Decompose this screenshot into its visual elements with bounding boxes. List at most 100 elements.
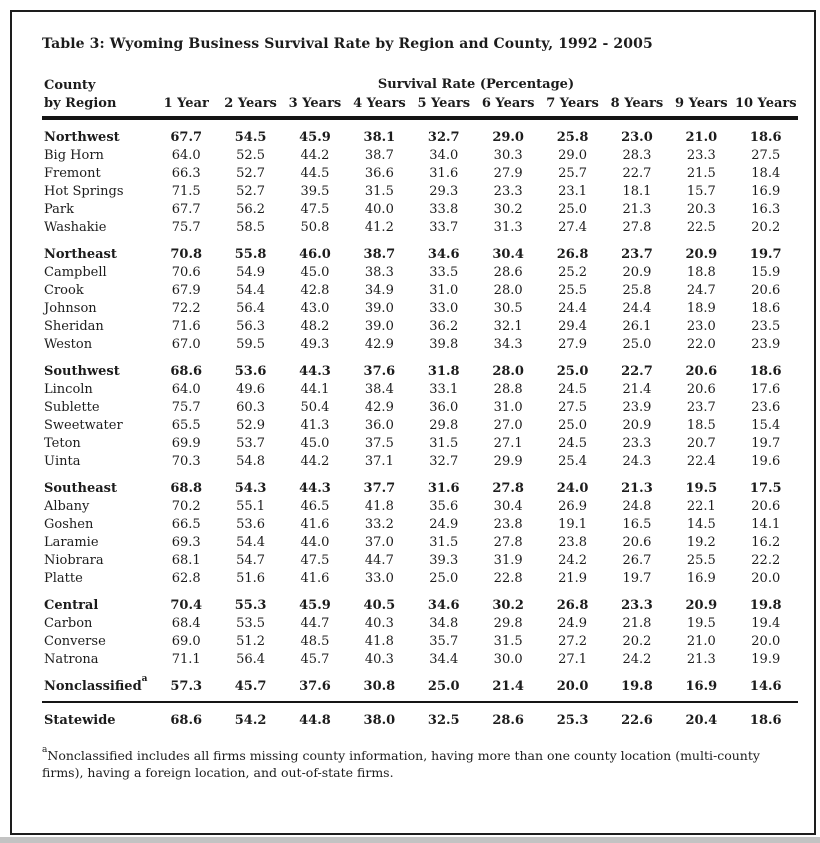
value-cell: 44.2 [300, 454, 330, 469]
value-cell: 20.2 [622, 634, 652, 649]
county-label: Goshen [44, 517, 94, 532]
region-label: Northeast [44, 247, 117, 262]
value-cell: 18.8 [686, 265, 716, 280]
value-cell: 22.7 [621, 364, 653, 379]
value-cell: 19.7 [749, 247, 782, 262]
value-cell: 44.5 [300, 166, 330, 181]
value-cell: 70.8 [170, 247, 203, 262]
value-cell: 19.5 [686, 616, 716, 631]
group-gap [42, 237, 798, 246]
value-cell: 31.6 [429, 166, 459, 181]
value-cell: 23.3 [622, 436, 652, 451]
value-cell: 26.9 [558, 499, 588, 514]
value-cell: 25.4 [558, 454, 588, 469]
county-row: Converse 69.0 51.2 48.5 41.8 35.7 31.5 27.2 20.2… [42, 633, 798, 651]
value-cell: 21.4 [622, 382, 652, 397]
value-cell: 15.4 [751, 418, 781, 433]
value-cell: 44.3 [299, 364, 331, 379]
value-cell: 23.0 [686, 319, 716, 334]
county-label: Washakie [44, 220, 107, 235]
value-cell: 34.4 [429, 652, 459, 667]
value-cell: 34.0 [429, 148, 459, 163]
value-cell: 14.5 [686, 517, 716, 532]
value-cell: 71.6 [171, 319, 201, 334]
value-cell: 20.0 [751, 634, 781, 649]
value-cell: 62.8 [171, 571, 201, 586]
value-cell: 25.2 [558, 265, 588, 280]
value-cell: 31.5 [429, 436, 459, 451]
year-header: 5 Years [411, 95, 476, 120]
county-row: Niobrara 68.1 54.7 47.5 44.7 39.3 31.9 24.2 26.7… [42, 552, 798, 570]
value-cell: 26.7 [622, 553, 652, 568]
value-cell: 19.8 [604, 678, 670, 703]
value-cell: 44.1 [300, 382, 330, 397]
value-cell: 44.8 [299, 713, 331, 728]
county-label: Sublette [44, 400, 100, 415]
value-cell: 44.0 [300, 535, 330, 550]
value-cell: 24.9 [429, 517, 459, 532]
value-cell: 19.6 [751, 454, 781, 469]
value-cell: 56.2 [236, 202, 266, 217]
value-cell: 20.0 [540, 678, 605, 703]
value-cell: 22.0 [686, 337, 716, 352]
value-cell: 34.8 [429, 616, 459, 631]
value-cell: 18.1 [622, 184, 652, 199]
value-cell: 29.0 [492, 130, 524, 145]
value-cell: 68.1 [171, 553, 201, 568]
value-cell: 42.9 [364, 400, 394, 415]
value-cell: 71.5 [171, 184, 201, 199]
county-label: Park [44, 202, 75, 217]
value-cell: 56.4 [236, 652, 266, 667]
county-label: Converse [44, 634, 106, 649]
value-cell: 68.8 [170, 481, 203, 496]
region-row: Central 70.4 55.3 45.9 40.5 34.6 30.2 26.8 23.3 2… [42, 597, 798, 615]
value-cell: 24.4 [558, 301, 588, 316]
value-cell: 36.2 [429, 319, 459, 334]
county-label: Crook [44, 283, 84, 298]
year-header: 1 Year [154, 95, 219, 120]
value-cell: 25.0 [622, 337, 652, 352]
county-label: Weston [44, 337, 93, 352]
value-cell: 27.1 [558, 652, 588, 667]
value-cell: 52.5 [236, 148, 266, 163]
value-cell: 41.2 [364, 220, 394, 235]
value-cell: 24.2 [622, 652, 652, 667]
value-cell: 25.8 [556, 130, 589, 145]
value-cell: 38.1 [363, 130, 396, 145]
region-row: Southwest 68.6 53.6 44.3 37.6 31.8 28.0 25.0 22.… [42, 363, 798, 381]
value-cell: 31.0 [429, 283, 459, 298]
county-label: Johnson [44, 301, 97, 316]
footnote-marker: a [42, 744, 48, 755]
value-cell: 37.1 [364, 454, 394, 469]
value-cell: 23.7 [686, 400, 716, 415]
value-cell: 44.3 [299, 481, 331, 496]
county-row: Crook 67.9 54.4 42.8 34.9 31.0 28.0 25.5 25.8 24.… [42, 282, 798, 300]
value-cell: 42.9 [364, 337, 394, 352]
value-cell: 18.6 [749, 364, 782, 379]
row-header-line1: County [44, 78, 96, 93]
value-cell: 31.3 [493, 220, 523, 235]
value-cell: 24.0 [556, 481, 589, 496]
county-row: Goshen 66.5 53.6 41.6 33.2 24.9 23.8 19.1 16.5 14… [42, 516, 798, 534]
value-cell: 44.7 [300, 616, 330, 631]
value-cell: 28.6 [493, 265, 523, 280]
value-cell: 48.5 [300, 634, 330, 649]
value-cell: 31.6 [427, 481, 460, 496]
county-row: Hot Springs 71.5 52.7 39.5 31.5 29.3 23.3 23.1 1… [42, 183, 798, 201]
value-cell: 18.4 [751, 166, 781, 181]
value-cell: 15.9 [751, 265, 781, 280]
value-cell: 27.9 [493, 166, 523, 181]
value-cell: 55.1 [236, 499, 266, 514]
value-cell: 17.6 [751, 382, 781, 397]
value-cell: 25.0 [558, 418, 588, 433]
county-label: Platte [44, 571, 83, 586]
group-gap [42, 588, 798, 597]
value-cell: 28.0 [492, 364, 524, 379]
value-cell: 64.0 [171, 148, 201, 163]
region-label: Southeast [44, 481, 117, 496]
value-cell: 54.5 [234, 130, 267, 145]
value-cell: 33.0 [364, 571, 394, 586]
value-cell: 54.2 [234, 713, 267, 728]
value-cell: 24.5 [558, 382, 588, 397]
value-cell: 20.6 [751, 499, 781, 514]
